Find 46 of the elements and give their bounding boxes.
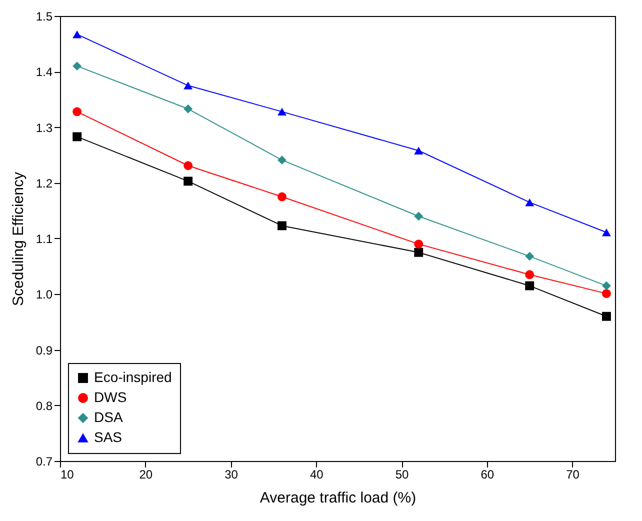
point — [72, 30, 82, 38]
y-tick-label: 0.9 — [36, 343, 53, 358]
point — [184, 161, 193, 170]
point — [184, 104, 193, 114]
x-tick-label: 30 — [224, 468, 238, 482]
x-tick-label: 70 — [566, 468, 580, 482]
x-tick-label: 20 — [139, 468, 153, 482]
point — [414, 212, 424, 221]
point — [525, 270, 534, 280]
point — [278, 108, 286, 116]
y-tick-label: 1.2 — [36, 176, 53, 190]
point — [414, 248, 424, 257]
point — [72, 107, 82, 116]
point — [602, 289, 611, 298]
y-axis-title: Sceduling Efficiency — [10, 172, 27, 306]
point — [602, 228, 611, 236]
y-tick-label: 1.1 — [36, 232, 53, 246]
legend-label: DSA — [94, 409, 124, 425]
point — [414, 146, 424, 154]
point — [278, 221, 286, 230]
legend-label: DWS — [94, 389, 127, 405]
y-tick-label: 1.0 — [36, 288, 53, 302]
point — [525, 198, 534, 206]
point — [184, 82, 193, 90]
y-tick-label: 1.5 — [36, 10, 53, 24]
y-tick-label: 0.8 — [36, 398, 53, 413]
x-tick-label: 40 — [310, 468, 324, 482]
x-tick-label: 10 — [60, 468, 74, 482]
x-tick-label: 50 — [395, 468, 410, 482]
y-tick-label: 1.4 — [36, 65, 53, 80]
point — [602, 312, 611, 321]
point — [525, 252, 534, 261]
point — [525, 281, 534, 290]
x-tick-label: 60 — [480, 468, 494, 482]
legend-label: SAS — [94, 429, 122, 445]
point — [72, 62, 82, 71]
point — [184, 176, 193, 186]
point — [602, 281, 611, 290]
y-tick-label: 0.7 — [36, 454, 53, 468]
point — [72, 132, 82, 142]
x-axis-title: Average traffic load (%) — [260, 490, 416, 506]
y-tick-label: 1.3 — [36, 120, 53, 135]
point — [278, 156, 286, 165]
point — [414, 240, 424, 249]
legend-label: Eco-inspired — [94, 369, 172, 385]
point — [278, 192, 286, 202]
